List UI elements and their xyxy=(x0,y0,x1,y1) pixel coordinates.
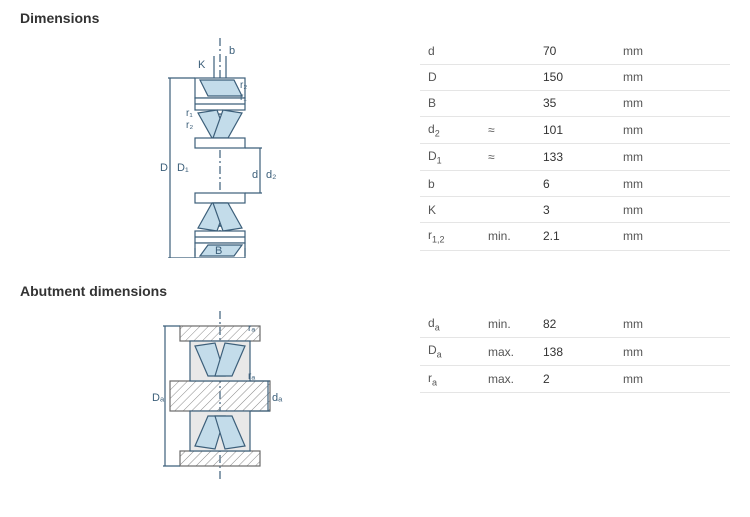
value-cell: 2.1 xyxy=(535,223,615,250)
symbol-cell: ra xyxy=(420,365,480,392)
table-row: D1≈133mm xyxy=(420,143,730,170)
qualifier-cell xyxy=(480,38,535,64)
table-row: d2≈101mm xyxy=(420,116,730,143)
value-cell: 82 xyxy=(535,311,615,338)
label-r2: r₂ xyxy=(186,120,193,131)
value-cell: 70 xyxy=(535,38,615,64)
qualifier-cell: ≈ xyxy=(480,116,535,143)
abutment-row: Dₐ dₐ rₐ rₐ damin.82mmDamax.138mmramax.2… xyxy=(20,311,730,481)
abutment-diagram: Dₐ dₐ rₐ rₐ xyxy=(20,311,420,481)
label-Da: Dₐ xyxy=(152,392,165,404)
label-D: D xyxy=(160,162,168,174)
dimensions-title: Dimensions xyxy=(20,10,730,26)
symbol-cell: b xyxy=(420,171,480,197)
label-da: dₐ xyxy=(272,392,283,404)
value-cell: 138 xyxy=(535,338,615,365)
label-r1: r₁ xyxy=(186,108,193,119)
unit-cell: mm xyxy=(615,197,730,223)
abutment-title: Abutment dimensions xyxy=(20,283,730,299)
qualifier-cell xyxy=(480,90,535,116)
unit-cell: mm xyxy=(615,143,730,170)
symbol-cell: D1 xyxy=(420,143,480,170)
unit-cell: mm xyxy=(615,64,730,90)
unit-cell: mm xyxy=(615,90,730,116)
qualifier-cell xyxy=(480,64,535,90)
table-row: b 6mm xyxy=(420,171,730,197)
table-row: D 150mm xyxy=(420,64,730,90)
label-D1: D₁ xyxy=(177,162,189,174)
symbol-cell: D xyxy=(420,64,480,90)
label-r1b: r₁ xyxy=(240,92,247,103)
table-row: damin.82mm xyxy=(420,311,730,338)
qualifier-cell: min. xyxy=(480,311,535,338)
value-cell: 133 xyxy=(535,143,615,170)
symbol-cell: da xyxy=(420,311,480,338)
dimensions-diagram: D D₁ d d₂ B b K r₁ r₂ r₂ r₁ xyxy=(20,38,420,258)
dimensions-table: d70mmD150mmB35mmd2≈101mmD1≈133mmb6mmK3mm… xyxy=(420,38,730,251)
abutment-section: Abutment dimensions xyxy=(20,283,730,481)
value-cell: 3 xyxy=(535,197,615,223)
label-K: K xyxy=(198,59,206,71)
symbol-cell: Da xyxy=(420,338,480,365)
value-cell: 35 xyxy=(535,90,615,116)
qualifier-cell: min. xyxy=(480,223,535,250)
unit-cell: mm xyxy=(615,223,730,250)
unit-cell: mm xyxy=(615,365,730,392)
value-cell: 150 xyxy=(535,64,615,90)
symbol-cell: K xyxy=(420,197,480,223)
unit-cell: mm xyxy=(615,38,730,64)
unit-cell: mm xyxy=(615,171,730,197)
dimensions-section: Dimensions xyxy=(20,10,730,258)
value-cell: 2 xyxy=(535,365,615,392)
label-ra1: rₐ xyxy=(248,323,255,334)
qualifier-cell: max. xyxy=(480,338,535,365)
qualifier-cell xyxy=(480,197,535,223)
symbol-cell: B xyxy=(420,90,480,116)
unit-cell: mm xyxy=(615,311,730,338)
qualifier-cell: ≈ xyxy=(480,143,535,170)
table-row: K 3mm xyxy=(420,197,730,223)
label-B: B xyxy=(215,245,222,257)
abutment-table: damin.82mmDamax.138mmramax.2mm xyxy=(420,311,730,393)
table-row: B 35mm xyxy=(420,90,730,116)
label-ra2: rₐ xyxy=(248,371,255,382)
unit-cell: mm xyxy=(615,116,730,143)
symbol-cell: r1,2 xyxy=(420,223,480,250)
symbol-cell: d2 xyxy=(420,116,480,143)
label-d2: d₂ xyxy=(266,169,276,181)
value-cell: 6 xyxy=(535,171,615,197)
label-r2b: r₂ xyxy=(240,80,247,91)
qualifier-cell: max. xyxy=(480,365,535,392)
symbol-cell: d xyxy=(420,38,480,64)
table-row: Damax.138mm xyxy=(420,338,730,365)
table-row: ramax.2mm xyxy=(420,365,730,392)
label-d: d xyxy=(252,169,258,181)
qualifier-cell xyxy=(480,171,535,197)
value-cell: 101 xyxy=(535,116,615,143)
unit-cell: mm xyxy=(615,338,730,365)
table-row: d 70mm xyxy=(420,38,730,64)
label-b: b xyxy=(229,45,235,57)
dimensions-row: D D₁ d d₂ B b K r₁ r₂ r₂ r₁ d70mmD150mmB… xyxy=(20,38,730,258)
table-row: r1,2min.2.1mm xyxy=(420,223,730,250)
